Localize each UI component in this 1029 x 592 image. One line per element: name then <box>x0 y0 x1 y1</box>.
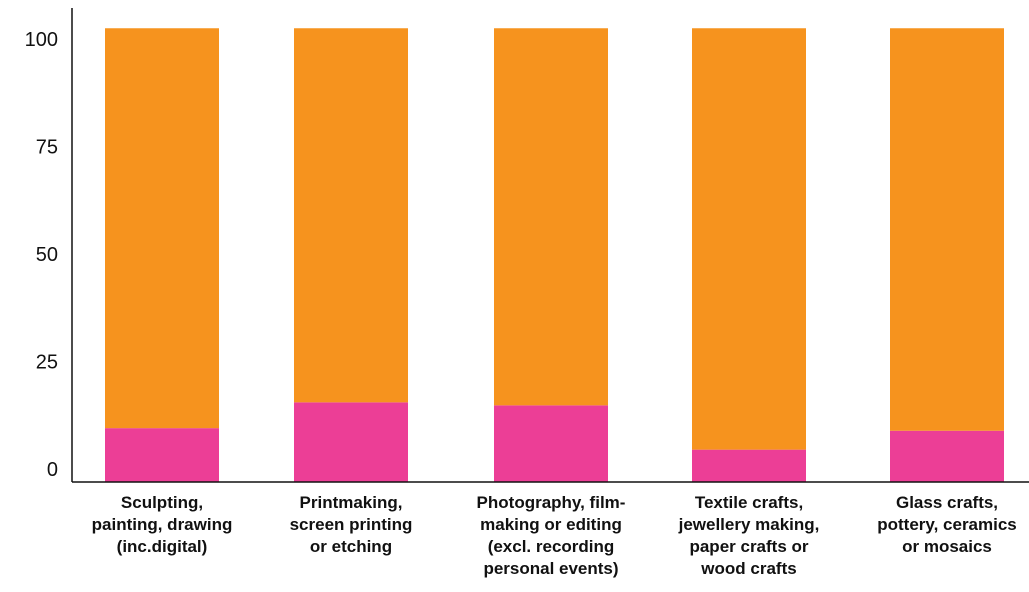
x-tick-label: Photography, film-making or editing (excl… <box>477 493 626 578</box>
x-tick-label-line: screen printing <box>290 515 413 534</box>
bar-series-1-cat-1 <box>105 428 219 482</box>
x-tick-labels: Sculpting, painting, drawing (inc.digital)… <box>92 493 1017 578</box>
bar-series-1-cat-2 <box>294 402 408 482</box>
x-tick-label-line: Printmaking, <box>300 493 403 512</box>
y-tick-labels: 0 25 50 75 100 <box>25 29 58 481</box>
y-tick-label: 75 <box>36 137 58 159</box>
x-tick-label-line: pottery, ceramics <box>877 515 1017 534</box>
x-tick-label-line: personal events) <box>483 559 618 578</box>
x-tick-label-line: wood crafts <box>700 559 796 578</box>
x-tick-label-line: paper crafts or <box>689 537 808 556</box>
bar-series-2-cat-4 <box>692 28 806 450</box>
bars-group <box>105 28 1004 482</box>
y-tick-label: 100 <box>25 29 58 51</box>
bar-series-2-cat-5 <box>890 28 1004 431</box>
bar-series-1-cat-5 <box>890 430 1004 482</box>
x-tick-label-line: jewellery making, <box>678 515 820 534</box>
bar-series-1-cat-3 <box>494 405 608 482</box>
x-tick-label-line: (excl. recording <box>488 537 615 556</box>
x-tick-label-line: Photography, film- <box>477 493 626 512</box>
bar-series-2-cat-1 <box>105 28 219 429</box>
x-tick-label-line: Glass crafts, <box>896 493 998 512</box>
x-tick-label-line: Textile crafts, <box>695 493 803 512</box>
x-tick-label-line: (inc.digital) <box>117 537 208 556</box>
bar-series-1-cat-4 <box>692 449 806 482</box>
x-tick-label-line: or mosaics <box>902 537 992 556</box>
x-tick-label-line: or etching <box>310 537 392 556</box>
x-tick-label-line: Sculpting, <box>121 493 203 512</box>
x-tick-label: Glass crafts, pottery, ceramics or mosaics <box>877 493 1017 556</box>
x-tick-label: Textile crafts, jewellery making, paper cr… <box>678 493 820 578</box>
x-tick-label: Printmaking, screen printing or etching <box>290 493 413 556</box>
bar-series-2-cat-2 <box>294 28 408 403</box>
bar-series-2-cat-3 <box>494 28 608 406</box>
y-tick-label: 50 <box>36 244 58 266</box>
x-tick-label-line: painting, drawing <box>92 515 233 534</box>
y-tick-label: 0 <box>47 459 58 481</box>
y-tick-label: 25 <box>36 352 58 374</box>
x-tick-label-line: making or editing <box>480 515 622 534</box>
x-tick-label: Sculpting, painting, drawing (inc.digital) <box>92 493 233 556</box>
